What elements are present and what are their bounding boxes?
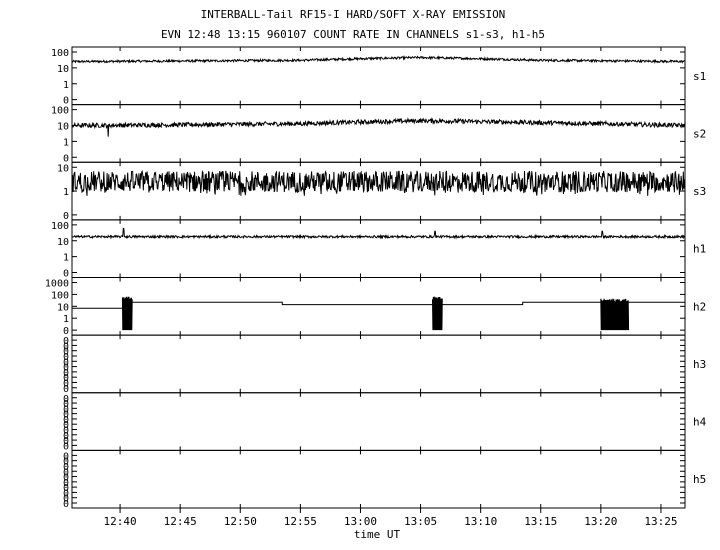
y-tick-label: 10	[57, 64, 69, 75]
channel-label: h5	[693, 473, 706, 486]
y-tick-label: 10	[57, 237, 69, 248]
y-tick-label: 0	[63, 441, 69, 452]
y-tick-label: 10	[57, 122, 69, 133]
y-tick-label: 0	[63, 457, 69, 468]
series-line-h2	[72, 301, 685, 309]
y-tick-label: 1	[63, 253, 69, 264]
y-tick-label: 0	[63, 368, 69, 379]
x-tick-label: 12:55	[284, 515, 317, 528]
channel-label: s1	[693, 70, 706, 83]
y-tick-label: 0	[63, 451, 69, 462]
chart-title: INTERBALL-Tail RF15-I HARD/SOFT X-RAY EM…	[201, 8, 506, 21]
y-tick-label: 0	[63, 347, 69, 358]
y-tick-label: 0	[63, 467, 69, 478]
channel-label: h4	[693, 416, 707, 429]
y-tick-label: 0	[63, 269, 69, 280]
y-tick-label: 0	[63, 462, 69, 473]
x-axis-label: time UT	[354, 528, 401, 541]
y-tick-label: 0	[63, 378, 69, 389]
y-tick-label: 0	[63, 473, 69, 484]
x-tick-label: 12:50	[224, 515, 257, 528]
series-line-h1	[71, 227, 685, 240]
burst-h2	[121, 296, 133, 331]
y-tick-label: 1	[63, 314, 69, 325]
y-tick-label: 10	[57, 163, 69, 174]
y-tick-label: 100	[51, 106, 69, 117]
y-tick-label: 0	[63, 153, 69, 164]
y-tick-label: 1000	[45, 279, 69, 290]
y-tick-label: 0	[63, 96, 69, 107]
y-tick-label: 0	[63, 373, 69, 384]
y-tick-label: 100	[51, 48, 69, 59]
panel-frame	[71, 334, 686, 394]
x-tick-label: 12:45	[164, 515, 197, 528]
series-line-s1	[71, 54, 686, 65]
y-tick-label: 0	[63, 399, 69, 410]
y-tick-label: 1	[63, 137, 69, 148]
burst-h2	[600, 298, 630, 331]
channel-label: s3	[693, 185, 706, 198]
panel-frame	[71, 104, 686, 163]
y-tick-label: 0	[63, 363, 69, 374]
y-tick-label: 0	[63, 326, 69, 337]
y-tick-label: 0	[63, 415, 69, 426]
chart-subtitle: EVN 12:48 13:15 960107 COUNT RATE IN CHA…	[161, 28, 545, 41]
x-tick-label: 13:05	[404, 515, 437, 528]
series-line-s2	[71, 117, 686, 137]
channel-label: h3	[693, 358, 706, 371]
series-line-s3	[71, 169, 686, 196]
y-tick-label: 0	[63, 404, 69, 415]
y-tick-label: 0	[63, 494, 69, 505]
y-tick-label: 0	[63, 394, 69, 405]
panel-frame	[71, 219, 686, 278]
y-tick-label: 0	[63, 384, 69, 395]
y-tick-label: 100	[51, 290, 69, 301]
y-tick-label: 0	[63, 341, 69, 352]
burst-h2	[432, 296, 443, 331]
panel-frame	[71, 277, 686, 336]
y-tick-label: 0	[63, 426, 69, 437]
panel-frame	[71, 46, 686, 106]
panel-frame	[71, 392, 686, 451]
y-tick-label: 0	[63, 336, 69, 347]
x-tick-label: 13:20	[584, 515, 617, 528]
y-tick-label: 0	[63, 499, 69, 510]
x-axis: 12:40 12:45 12:50 12:55 13:00 13:05 13:10 13:15…	[104, 508, 678, 528]
y-tick-label: 0	[63, 436, 69, 447]
y-tick-label: 1	[63, 187, 69, 198]
y-tick-label: 0	[63, 420, 69, 431]
y-tick-label: 0	[63, 431, 69, 442]
x-tick-label: 13:10	[464, 515, 497, 528]
x-tick-label: 13:15	[524, 515, 557, 528]
y-tick-label: 0	[63, 410, 69, 421]
y-tick-label: 0	[63, 352, 69, 363]
y-tick-label: 0	[63, 357, 69, 368]
y-tick-label: 0	[63, 478, 69, 489]
y-tick-label: 0	[63, 483, 69, 494]
panels-group: 1001010s11001010s21010s31001010h11000100…	[45, 46, 707, 510]
y-tick-label: 100	[51, 221, 69, 232]
y-tick-label: 1	[63, 80, 69, 91]
x-tick-label: 13:00	[344, 515, 377, 528]
y-tick-label: 0	[63, 488, 69, 499]
channel-label: h1	[693, 243, 706, 256]
channel-label: h2	[693, 300, 706, 313]
channel-label: s2	[693, 127, 706, 140]
x-tick-label: 12:40	[104, 515, 137, 528]
y-tick-label: 10	[57, 302, 69, 313]
y-tick-label: 0	[63, 211, 69, 222]
x-tick-label: 13:25	[644, 515, 677, 528]
panel-frame	[71, 449, 686, 509]
